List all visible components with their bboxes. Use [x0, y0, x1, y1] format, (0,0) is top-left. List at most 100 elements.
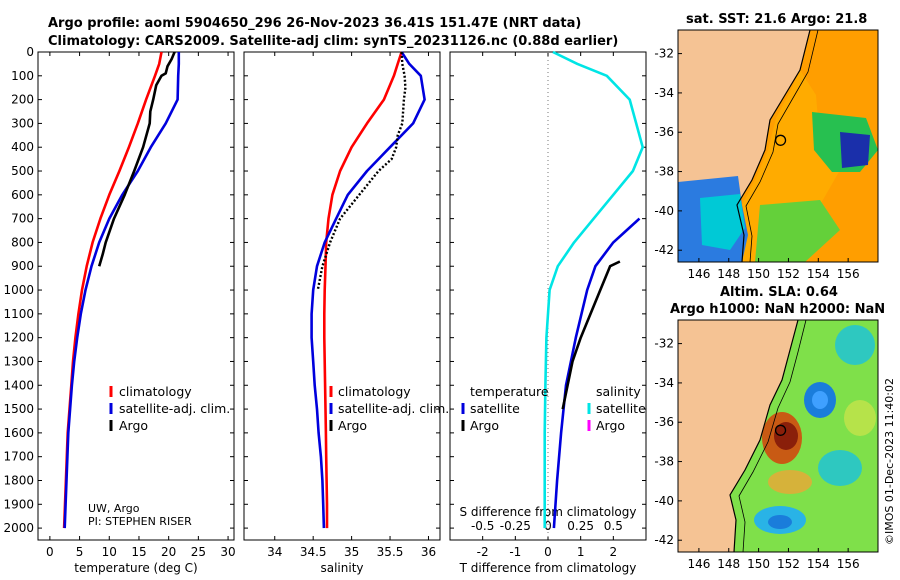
lon-tick-label: 154 [807, 267, 830, 281]
legend-header-temperature: temperature [470, 384, 549, 399]
isobath [745, 29, 819, 263]
x-axis-label: T difference from climatology [459, 561, 637, 575]
series-line-satellite-s [543, 50, 644, 529]
x-tick-label: 1 [577, 545, 585, 559]
x-tick-label: 0 [46, 545, 54, 559]
title-line-2: Climatology: CARS2009. Satellite-adj cli… [48, 34, 618, 49]
y-tick-label: 1400 [3, 378, 34, 392]
x-tick-label: 36 [421, 545, 436, 559]
coastline [736, 29, 811, 263]
x-tick-label: 35.5 [377, 545, 404, 559]
y-tick-label: 1100 [3, 307, 34, 321]
x-tick-label: -2 [477, 545, 489, 559]
difference-legend: temperature salinity satellite Argo sate… [461, 384, 646, 433]
lon-tick-label: 148 [717, 557, 740, 571]
lon-tick-label: 150 [747, 267, 770, 281]
sst-green-south [755, 200, 840, 262]
y-tick-label: 1000 [3, 283, 34, 297]
sla-high-core [774, 422, 798, 450]
x-tick-label: 15 [131, 545, 146, 559]
lat-tick-label: -36 [654, 125, 674, 139]
lat-tick-label: -38 [654, 455, 674, 469]
series-line-argo [97, 51, 176, 267]
x-tick-label: 20 [161, 545, 176, 559]
legend-satellite: satellite-adj. clim. [119, 401, 230, 416]
y-tick-label: 1800 [3, 473, 34, 487]
y-tick-label: 100 [11, 69, 34, 83]
lat-tick-label: -34 [654, 376, 674, 390]
lat-tick-label: -34 [654, 86, 674, 100]
y-tick-label: 2000 [3, 521, 34, 535]
sla-low-4-core [768, 515, 792, 529]
y-tick-label: 700 [11, 212, 34, 226]
legend-satellite: satellite-adj. clim. [338, 401, 449, 416]
sla-low-1-core [812, 391, 828, 409]
lat-tick-label: -42 [654, 533, 674, 547]
float-position-marker [774, 134, 787, 146]
sla-yellow [844, 400, 876, 436]
x-tick-label: 0 [544, 545, 552, 559]
y-tick-label: 500 [11, 164, 34, 178]
series-line-argo-t [561, 260, 621, 410]
series-line-climatology [323, 51, 403, 529]
x-tick-label: 30 [220, 545, 235, 559]
lon-tick-label: 154 [807, 557, 830, 571]
lon-tick-label: 146 [687, 267, 710, 281]
sla-map-title-1: Altim. SLA: 0.64 [720, 285, 838, 300]
sst-cyan-patch [700, 194, 745, 250]
pi-credit: PI: STEPHEN RISER [88, 515, 192, 528]
sst-map-frame [677, 29, 879, 263]
y-tick-label: 1600 [3, 426, 34, 440]
series-line-climatology [62, 51, 163, 529]
series-line-argo [316, 51, 407, 291]
series-line-satellite-adj-clim [63, 52, 181, 529]
title-line-1: Argo profile: aoml 5904650_296 26-Nov-20… [48, 16, 581, 31]
lon-tick-label: 146 [687, 557, 710, 571]
imos-timestamp: ©IMOS 01-Dec-2023 11:40:02 [883, 378, 896, 545]
x-axis-label: salinity [320, 561, 363, 575]
isobath [738, 319, 807, 553]
secondary-tick-label: 0 [544, 519, 552, 533]
y-tick-label: 200 [11, 93, 34, 107]
sst-cold-eddy [840, 132, 870, 168]
sst-map-title: sat. SST: 21.6 Argo: 21.8 [686, 12, 867, 27]
x-tick-label: 34.5 [300, 545, 327, 559]
y-tick-label: 1900 [3, 497, 34, 511]
sla-orange [768, 470, 812, 494]
salinity-legend: climatology satellite-adj. clim. Argo [329, 384, 449, 433]
lat-tick-label: -38 [654, 165, 674, 179]
float-position-marker [774, 424, 787, 436]
legend-argo: Argo [119, 418, 148, 433]
x-tick-label: 2 [610, 545, 618, 559]
lat-tick-label: -32 [654, 337, 674, 351]
lat-tick-label: -40 [654, 494, 674, 508]
sla-map [677, 319, 879, 553]
legend-header-salinity: salinity [596, 384, 641, 399]
temperature-panel [37, 51, 235, 541]
y-tick-label: 300 [11, 116, 34, 130]
lon-tick-label: 148 [717, 267, 740, 281]
lat-tick-label: -32 [654, 47, 674, 61]
secondary-tick-label: 0.5 [604, 519, 623, 533]
series-line-satellite-adj-clim [310, 51, 426, 529]
secondary-tick-label: 0.25 [567, 519, 594, 533]
lon-tick-label: 152 [777, 267, 800, 281]
sla-ocean [730, 320, 878, 552]
sla-map-title-2: Argo h1000: NaN h2000: NaN [670, 302, 885, 317]
lon-tick-label: 156 [837, 557, 860, 571]
sla-low-3 [818, 450, 862, 486]
coastline [729, 319, 799, 553]
y-tick-label: 1500 [3, 402, 34, 416]
legend-s-argo: Argo [596, 418, 625, 433]
sla-low-2 [835, 325, 875, 365]
legend-t-argo: Argo [470, 418, 499, 433]
legend-climatology: climatology [119, 384, 192, 399]
y-tick-label: 800 [11, 235, 34, 249]
lat-tick-label: -42 [654, 243, 674, 257]
lon-tick-label: 156 [837, 267, 860, 281]
x-tick-label: 5 [76, 545, 84, 559]
y-tick-label: 1200 [3, 331, 34, 345]
x-axis-label: temperature (deg C) [74, 561, 197, 575]
x-tick-label: 34 [267, 545, 282, 559]
